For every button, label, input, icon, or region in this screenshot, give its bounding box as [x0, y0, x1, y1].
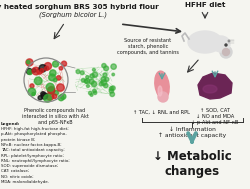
Text: NO: nitric oxide;: NO: nitric oxide; [1, 175, 34, 179]
Circle shape [32, 92, 35, 95]
Circle shape [100, 80, 106, 85]
Circle shape [61, 61, 66, 66]
Circle shape [36, 68, 42, 74]
Circle shape [102, 73, 107, 77]
Text: ↑ SOD, CAT
↓ NO and MDA
↓ p-Akt and NF-κB: ↑ SOD, CAT ↓ NO and MDA ↓ p-Akt and NF-κ… [190, 108, 238, 125]
Ellipse shape [187, 31, 221, 53]
Text: MDA: malondialdehyde.: MDA: malondialdehyde. [1, 180, 49, 184]
Circle shape [110, 64, 116, 69]
Text: RPL: platelet/lymphocyte ratio;: RPL: platelet/lymphocyte ratio; [1, 153, 64, 157]
Circle shape [58, 95, 64, 101]
Text: CAT: catalase;: CAT: catalase; [1, 169, 29, 173]
Text: ↓ Inflammation
↑ antioxidant capacity: ↓ Inflammation ↑ antioxidant capacity [157, 127, 225, 138]
Circle shape [50, 70, 56, 76]
Circle shape [48, 87, 54, 94]
Circle shape [44, 94, 51, 102]
Circle shape [40, 69, 44, 73]
Circle shape [84, 80, 87, 83]
Polygon shape [197, 73, 231, 99]
Circle shape [28, 88, 36, 96]
Circle shape [93, 91, 96, 94]
Circle shape [91, 81, 96, 87]
Circle shape [86, 84, 89, 88]
Text: ↑ TAC, ↓ RNL and RPL: ↑ TAC, ↓ RNL and RPL [133, 110, 190, 115]
Circle shape [53, 78, 56, 82]
Circle shape [109, 89, 113, 93]
Text: SOD: superoxide dismutase;: SOD: superoxide dismutase; [1, 164, 58, 168]
Circle shape [110, 86, 115, 90]
Text: Source of resistant
starch, phenolic
compounds, and tannins: Source of resistant starch, phenolic com… [116, 38, 178, 55]
Circle shape [41, 93, 48, 99]
Circle shape [81, 78, 85, 82]
Text: RNL: neutrophil/lymphocyte ratio;: RNL: neutrophil/lymphocyte ratio; [1, 159, 70, 163]
Ellipse shape [202, 85, 216, 93]
Ellipse shape [154, 71, 168, 99]
Circle shape [84, 79, 89, 84]
Text: NFκB: nuclear factor-kappa-B;: NFκB: nuclear factor-kappa-B; [1, 143, 62, 147]
Circle shape [103, 83, 108, 88]
Circle shape [86, 76, 88, 79]
Circle shape [90, 94, 92, 96]
Circle shape [112, 73, 114, 76]
Text: HFHF: high-fat high-fructose diet;: HFHF: high-fat high-fructose diet; [1, 127, 68, 131]
Circle shape [92, 89, 96, 93]
Circle shape [26, 59, 33, 66]
Circle shape [92, 72, 97, 77]
Circle shape [52, 61, 58, 67]
Circle shape [90, 74, 94, 78]
Circle shape [40, 92, 45, 96]
Text: ↓ Metabolic
changes: ↓ Metabolic changes [152, 150, 230, 178]
Circle shape [39, 65, 46, 72]
Circle shape [28, 70, 32, 75]
Text: (Sorghum bicolor L.): (Sorghum bicolor L.) [39, 11, 106, 18]
Ellipse shape [211, 36, 229, 52]
Circle shape [92, 68, 95, 71]
Circle shape [46, 93, 54, 100]
Text: TAC: total antioxidant capacity;: TAC: total antioxidant capacity; [1, 148, 64, 152]
Text: p-Akt: phosphorylated phospho-: p-Akt: phosphorylated phospho- [1, 132, 66, 136]
Circle shape [54, 91, 58, 95]
Circle shape [101, 64, 106, 68]
Circle shape [32, 67, 40, 75]
Circle shape [44, 66, 48, 70]
Circle shape [26, 60, 30, 64]
Circle shape [56, 84, 64, 91]
Circle shape [99, 82, 103, 86]
Circle shape [46, 83, 54, 91]
Circle shape [26, 68, 32, 74]
Circle shape [80, 71, 84, 75]
Circle shape [52, 94, 56, 98]
Circle shape [48, 74, 55, 81]
Text: Dry heated sorghum BRS 305 hybrid flour: Dry heated sorghum BRS 305 hybrid flour [0, 4, 158, 10]
Text: Legend:: Legend: [1, 122, 20, 126]
Circle shape [228, 40, 229, 42]
Text: HFHF diet: HFHF diet [184, 2, 224, 8]
Circle shape [224, 44, 226, 46]
Text: protein kinase B;: protein kinase B; [1, 138, 35, 142]
Circle shape [59, 67, 62, 70]
Circle shape [76, 70, 80, 74]
Circle shape [219, 46, 231, 58]
Circle shape [60, 94, 66, 99]
Circle shape [100, 77, 105, 82]
Circle shape [56, 76, 60, 80]
Circle shape [89, 79, 94, 84]
Circle shape [110, 92, 114, 97]
Circle shape [88, 91, 92, 95]
Circle shape [32, 69, 36, 72]
Circle shape [30, 84, 34, 88]
Circle shape [44, 63, 51, 70]
Ellipse shape [157, 92, 167, 102]
Circle shape [222, 49, 228, 56]
Circle shape [38, 96, 42, 100]
Ellipse shape [157, 86, 161, 96]
Circle shape [103, 66, 108, 71]
Circle shape [109, 87, 113, 91]
Circle shape [104, 77, 108, 81]
Circle shape [34, 77, 42, 85]
Circle shape [48, 87, 55, 94]
Text: Phenolic compounds had
interacted in silico with Akt
and p65-NFκB: Phenolic compounds had interacted in sil… [22, 108, 88, 125]
